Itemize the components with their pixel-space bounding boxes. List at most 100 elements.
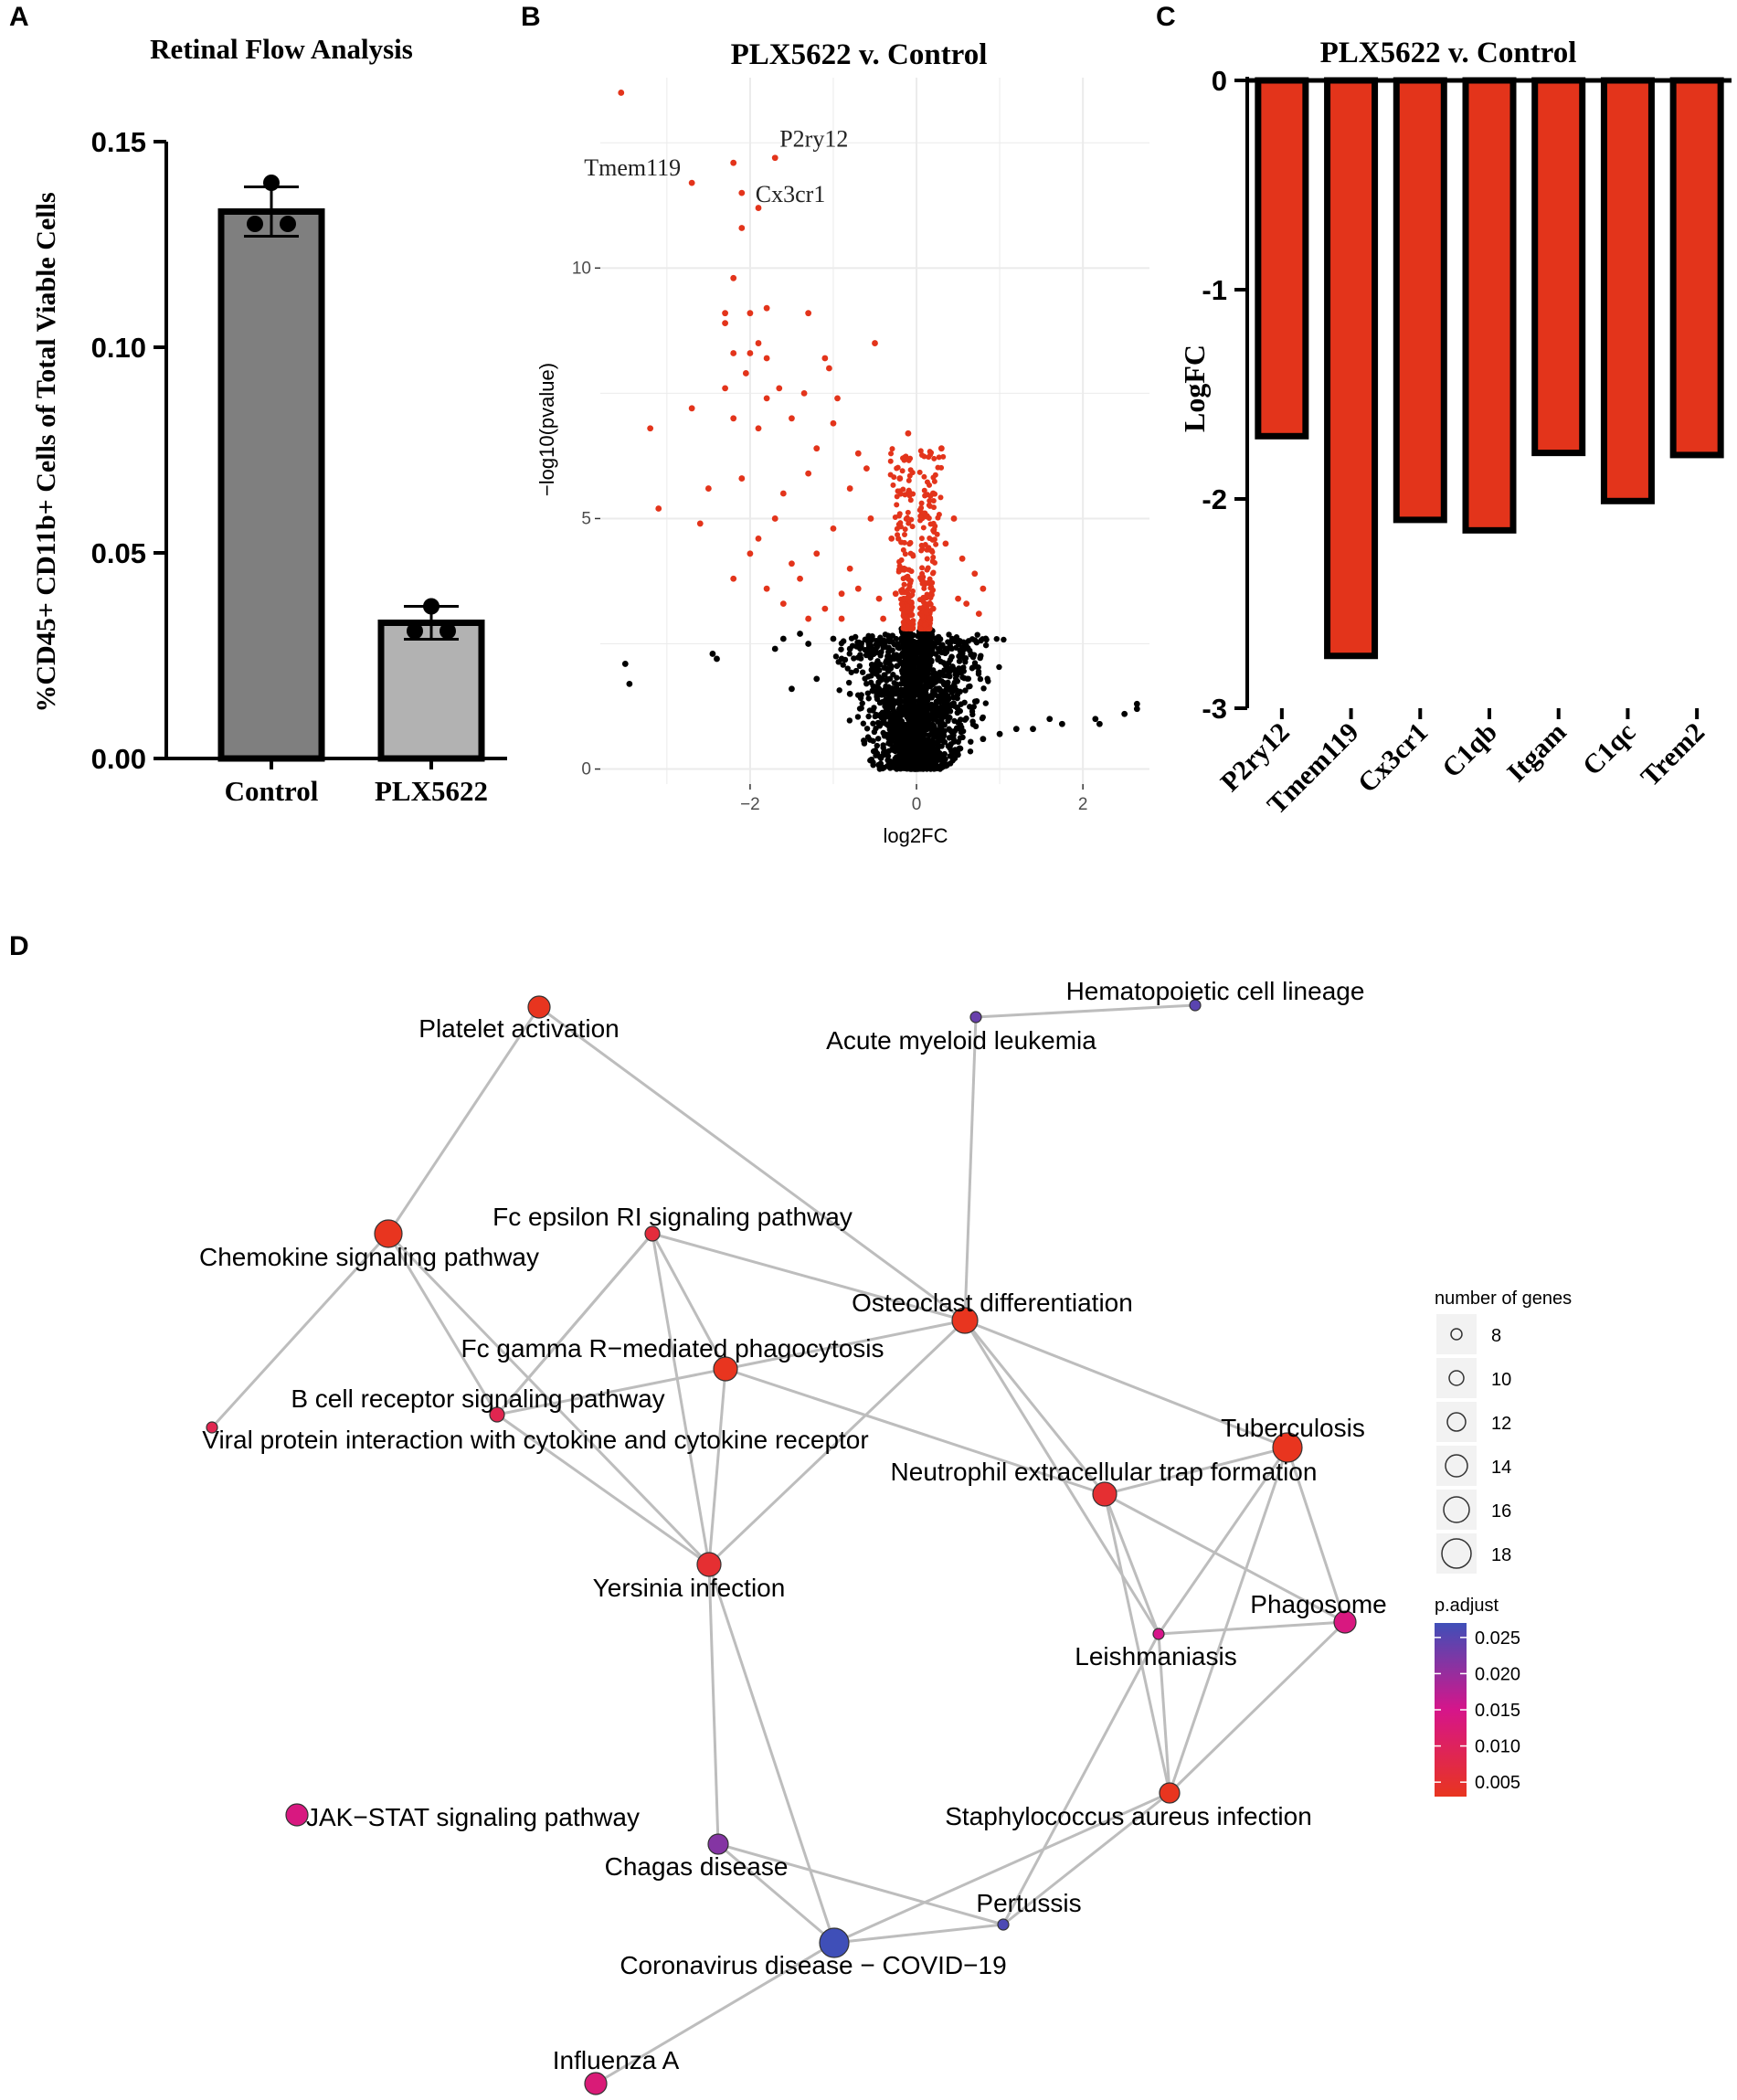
panel-b-sig-point bbox=[906, 477, 912, 483]
panel-b-sig-point bbox=[906, 489, 912, 495]
panel-b-sig-point bbox=[929, 605, 937, 612]
panel-b-sig-point bbox=[940, 453, 947, 460]
panel-b-sig-point bbox=[890, 482, 896, 488]
panel-b-ns-point bbox=[621, 661, 629, 667]
panel-b-ns-point bbox=[863, 726, 871, 732]
panel-a-data-point bbox=[247, 216, 263, 232]
panel-b-ns-point bbox=[1121, 710, 1128, 717]
panel-b-sig-point bbox=[907, 579, 914, 586]
panel-b-sig-point bbox=[924, 556, 930, 562]
panel-b-ns-point bbox=[969, 664, 976, 671]
panel-b-sig-point bbox=[936, 454, 942, 461]
panel-b-ns-point bbox=[890, 672, 896, 678]
panel-b-sig-point bbox=[937, 494, 944, 501]
panel-b-sig-point bbox=[894, 465, 900, 472]
panel-b-ns-point bbox=[851, 655, 857, 662]
panel-b-sig-point bbox=[789, 560, 795, 567]
panel-b-ns-point bbox=[880, 637, 887, 643]
panel-b-sig-point bbox=[755, 535, 762, 542]
panel-c-category-label: Itgam bbox=[1501, 717, 1573, 789]
panel-b-sig-point bbox=[935, 514, 941, 521]
panel-b-xtick-label: 0 bbox=[912, 795, 922, 814]
panel-b-ns-point bbox=[979, 715, 986, 722]
panel-b-ns-point bbox=[944, 762, 950, 769]
panel-d-edge bbox=[496, 1367, 726, 1416]
panel-b-sig-point bbox=[875, 595, 883, 602]
panel-b-ns-point bbox=[858, 705, 864, 712]
panel-b-sig-point bbox=[846, 565, 853, 572]
panel-b-ns-point bbox=[947, 744, 953, 750]
color-legend-label: 0.005 bbox=[1475, 1773, 1520, 1793]
panel-b-ns-point bbox=[789, 685, 795, 693]
panel-b-sig-point bbox=[813, 550, 821, 557]
panel-b-sig-point bbox=[905, 509, 911, 515]
panel-b-ns-point bbox=[978, 652, 984, 659]
panel-b-sig-point bbox=[905, 587, 911, 593]
size-legend-circle bbox=[1450, 1328, 1463, 1341]
panel-d-edge bbox=[1168, 1620, 1347, 1795]
panel-b-sig-point bbox=[688, 405, 695, 412]
panel-d-edge bbox=[717, 1842, 835, 1945]
panel-b-ns-point bbox=[1046, 716, 1054, 723]
panel-b-sig-point bbox=[805, 310, 812, 317]
panel-b-sig-point bbox=[854, 585, 862, 592]
panel-b-sig-point bbox=[924, 567, 930, 573]
panel-b-sig-point bbox=[688, 179, 695, 186]
panel-c-bar-chart: PLX5622 v. Control LogFC 0-1-2-3P2ry12Tm… bbox=[1178, 37, 1732, 821]
panel-b-sig-point bbox=[771, 154, 778, 162]
panel-b-ns-point bbox=[949, 758, 956, 764]
panel-b-ns-point bbox=[947, 656, 954, 663]
panel-b-sig-point bbox=[930, 587, 937, 593]
panel-b-sig-point bbox=[897, 491, 904, 497]
panel-a-data-point bbox=[423, 598, 440, 615]
panel-b-sig-point bbox=[931, 504, 937, 511]
panel-b-ns-point bbox=[948, 751, 955, 758]
panel-b-ns-point bbox=[932, 686, 939, 693]
panel-b-sig-point bbox=[931, 528, 937, 535]
panel-b-sig-point bbox=[910, 624, 916, 631]
panel-b-ns-point bbox=[977, 675, 984, 683]
size-legend-key-bg bbox=[1436, 1490, 1477, 1530]
panel-b-ns-point bbox=[714, 655, 720, 663]
panel-b-sig-point bbox=[896, 475, 904, 482]
panel-b-ns-point bbox=[861, 740, 868, 747]
panel-d-node-label: Yersinia infection bbox=[593, 1574, 786, 1602]
panel-b-ns-point bbox=[938, 764, 946, 771]
panel-d-node-label: Osteoclast differentiation bbox=[852, 1289, 1133, 1317]
panel-d-node-label: Platelet activation bbox=[418, 1014, 619, 1043]
panel-b-sig-point bbox=[926, 454, 932, 461]
size-legend-circle bbox=[1441, 1538, 1472, 1569]
panel-b-ns-point bbox=[970, 704, 977, 710]
panel-b-ns-point bbox=[840, 638, 847, 644]
panel-b-ns-point bbox=[929, 752, 937, 758]
panel-b-ns-point bbox=[885, 705, 893, 711]
panel-d-network: Platelet activation Hematopoietic cell li… bbox=[199, 977, 1572, 2095]
panel-b-ns-point bbox=[996, 663, 1002, 671]
panel-b-ns-point bbox=[940, 753, 947, 760]
panel-b-sig-point bbox=[899, 589, 906, 596]
panel-b-sig-point bbox=[902, 532, 908, 538]
panel-b-sig-point bbox=[926, 514, 932, 521]
panel-d-edge bbox=[1103, 1493, 1171, 1794]
panel-b-ns-point bbox=[971, 660, 979, 666]
panel-c-bar bbox=[1255, 77, 1309, 440]
panel-b-ns-point bbox=[880, 729, 886, 737]
panel-b-sig-point bbox=[926, 502, 932, 508]
panel-b-ns-point bbox=[940, 709, 947, 716]
panel-b-ns-point bbox=[910, 684, 917, 691]
panel-b-sig-point bbox=[779, 600, 787, 608]
panel-a-ytick-label: 0.00 bbox=[91, 743, 146, 775]
panel-b-ns-point bbox=[931, 748, 937, 754]
panel-b-sig-point bbox=[931, 478, 937, 484]
panel-b-ns-point bbox=[951, 717, 958, 725]
panel-c-ytick-label: -2 bbox=[1202, 483, 1227, 515]
panel-b-ns-point bbox=[862, 675, 868, 682]
panel-b-sig-point bbox=[924, 546, 930, 553]
panel-d-node bbox=[1092, 1481, 1117, 1507]
panel-b-ytick-label: 10 bbox=[572, 259, 591, 278]
panel-b-sig-point bbox=[931, 455, 937, 461]
panel-b-ns-point bbox=[946, 669, 952, 675]
panel-b-sig-point bbox=[963, 600, 970, 608]
panel-b-ns-point bbox=[873, 711, 880, 718]
panel-b-ns-point bbox=[870, 720, 876, 727]
